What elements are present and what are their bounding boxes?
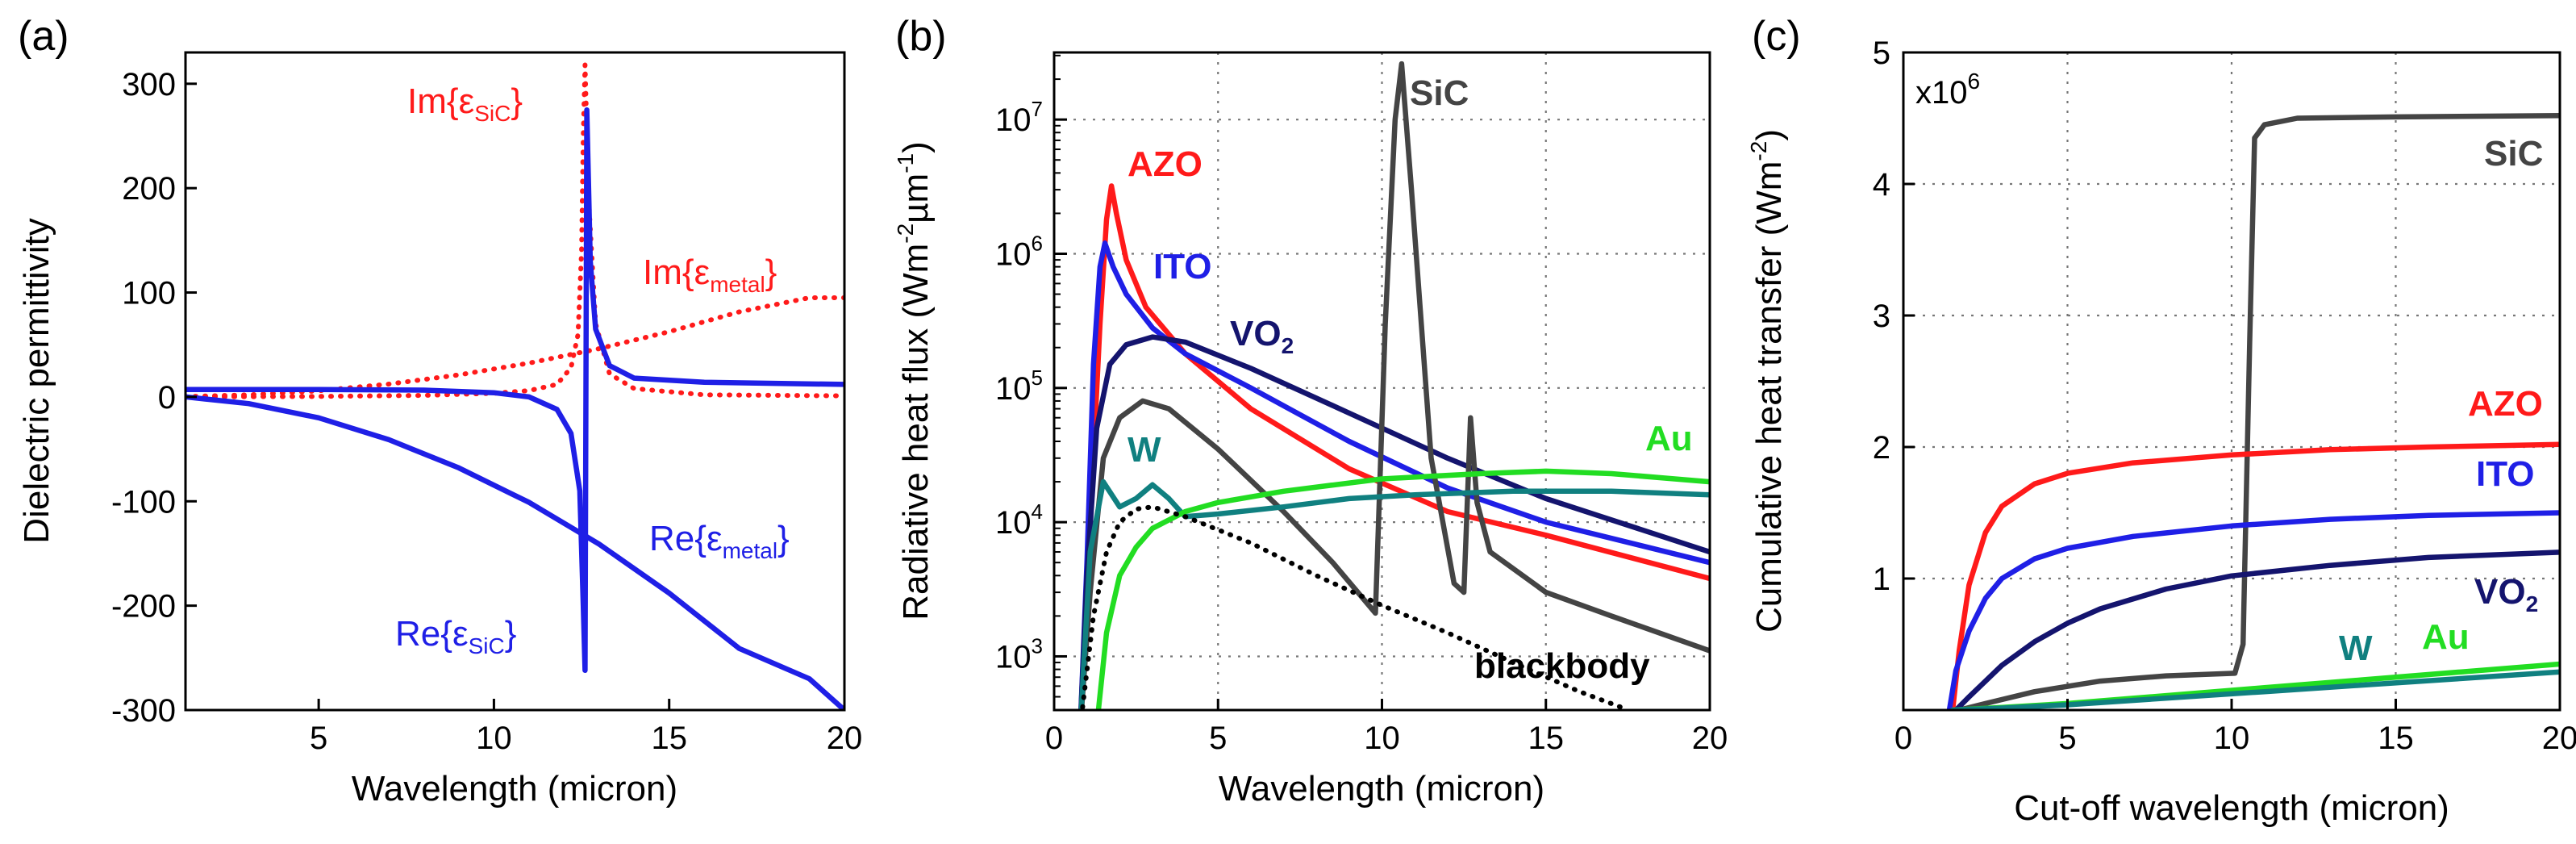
panel-b-series-au [1095, 468, 1710, 710]
panel-a-y-tick-label: -100 [111, 484, 176, 520]
panel-c-series-sic [1956, 112, 2560, 710]
label-azo: AZO [2468, 384, 2543, 424]
panel-a-x-tick-label: 5 [310, 721, 327, 756]
label-azo: AZO [1128, 144, 1203, 184]
panel-a-label: (a) [18, 13, 69, 60]
label-au: Au [1645, 419, 1693, 458]
panel-a-x-tick-label: 20 [827, 721, 863, 756]
panel-b-x-tick-label: 20 [1692, 721, 1728, 756]
panel-b: (b) 0 5 10 15 20 103 104 105 106 107 Wavelength (… [893, 13, 1728, 808]
panel-b-x-tick-label: 15 [1528, 721, 1565, 756]
label-vo2: VO2 [2474, 572, 2538, 616]
label-blackbody: blackbody [1474, 646, 1650, 686]
panel-b-series-ito [1078, 240, 1710, 710]
label-ito: ITO [1153, 247, 1212, 286]
label-re-eps-metal: Re{εmetal} [649, 519, 790, 563]
panel-c-y-tick-label: 1 [1873, 562, 1890, 597]
label-im-eps-sic: Im{εSiC} [407, 81, 523, 126]
label-au: Au [2422, 617, 2470, 657]
panel-b-y-tick-label: 107 [995, 97, 1043, 138]
panel-c-x-tick-label: 15 [2378, 721, 2414, 756]
label-w: W [1128, 430, 1161, 470]
panel-c-x-tick-label: 10 [2214, 721, 2250, 756]
panel-b-x-tick-label: 10 [1364, 721, 1400, 756]
panel-a: (a) 5 10 15 20 -300 -200 -100 0 100 200 300 Wavele… [17, 13, 862, 808]
label-im-eps-metal: Im{εmetal} [643, 253, 777, 297]
scale-factor-label: x106 [1915, 69, 1980, 111]
panel-a-x-tick-label: 10 [476, 721, 512, 756]
label-sic: SiC [2484, 134, 2543, 173]
panel-c-series-azo [1949, 441, 2560, 710]
panel-c-frame [1902, 51, 2561, 712]
panel-b-y-tick-label: 103 [995, 633, 1043, 675]
panel-a-frame [184, 51, 846, 712]
panel-c-x-tick-label: 0 [1894, 721, 1912, 756]
panel-a-y-tick-label: 0 [158, 380, 176, 416]
panel-c-x-axis-label: Cut-off wavelength (micron) [2014, 788, 2449, 828]
panel-a-y-axis-label: Dielectric permittivity [17, 218, 56, 543]
panel-c-y-tick-label: 5 [1873, 36, 1890, 71]
panel-a-x-axis-label: Wavelength (micron) [352, 769, 677, 808]
label-ito: ITO [2476, 454, 2535, 494]
panel-c-y-axis-label: Cumulative heat transfer (Wm-2) [1746, 129, 1789, 633]
panel-a-y-tick-label: -200 [111, 589, 176, 625]
panel-a-y-tick-label: 200 [122, 171, 176, 207]
panel-b-y-axis-label: Radiative heat flux (Wm-2µm-1) [893, 141, 936, 620]
panel-b-y-tick-label: 105 [995, 366, 1043, 407]
panel-c-x-tick-label: 5 [2058, 721, 2076, 756]
panel-c-x-tick-label: 20 [2542, 721, 2576, 756]
panel-a-series-im-sic [185, 62, 844, 399]
panel-c-series-vo2 [1953, 549, 2560, 710]
panel-a-series-re-sic [185, 107, 844, 674]
panel-a-y-tick-label: 300 [122, 67, 176, 102]
panel-c-series-ito [1946, 510, 2560, 710]
panel-c-series-au [1949, 661, 2560, 710]
label-w: W [2339, 629, 2373, 668]
panel-b-x-tick-label: 0 [1045, 721, 1063, 756]
panel-c-label: (c) [1752, 13, 1801, 60]
panel-c: (c) 0 5 10 15 20 1 2 3 4 5 Cut-off wavelength (mi… [1746, 13, 2576, 828]
panel-b-label: (b) [895, 13, 947, 60]
panel-b-y-tick-label: 104 [995, 499, 1043, 541]
panel-b-series-sic [1078, 61, 1710, 710]
panel-b-series-blackbody [1079, 504, 1631, 710]
panel-c-y-tick-label: 3 [1873, 299, 1890, 334]
panel-b-frame [1052, 51, 1711, 712]
panel-a-x-tick-label: 15 [651, 721, 687, 756]
panel-b-series-vo2 [1078, 334, 1710, 710]
panel-a-y-tick-label: -300 [111, 693, 176, 729]
panel-b-series-azo [1078, 183, 1710, 710]
panel-c-series-w [1949, 669, 2560, 710]
panel-c-y-tick-label: 4 [1873, 167, 1890, 203]
label-re-eps-sic: Re{εSiC} [395, 614, 516, 658]
panel-c-y-tick-label: 2 [1873, 430, 1890, 466]
panel-a-series-re-metal [185, 394, 844, 710]
label-sic: SiC [1410, 73, 1469, 113]
panel-b-x-tick-label: 5 [1209, 721, 1227, 756]
panel-a-y-tick-label: 100 [122, 276, 176, 311]
label-vo2: VO2 [1230, 314, 1294, 358]
panel-b-y-tick-label: 106 [995, 231, 1043, 272]
panel-b-x-axis-label: Wavelength (micron) [1219, 769, 1544, 808]
